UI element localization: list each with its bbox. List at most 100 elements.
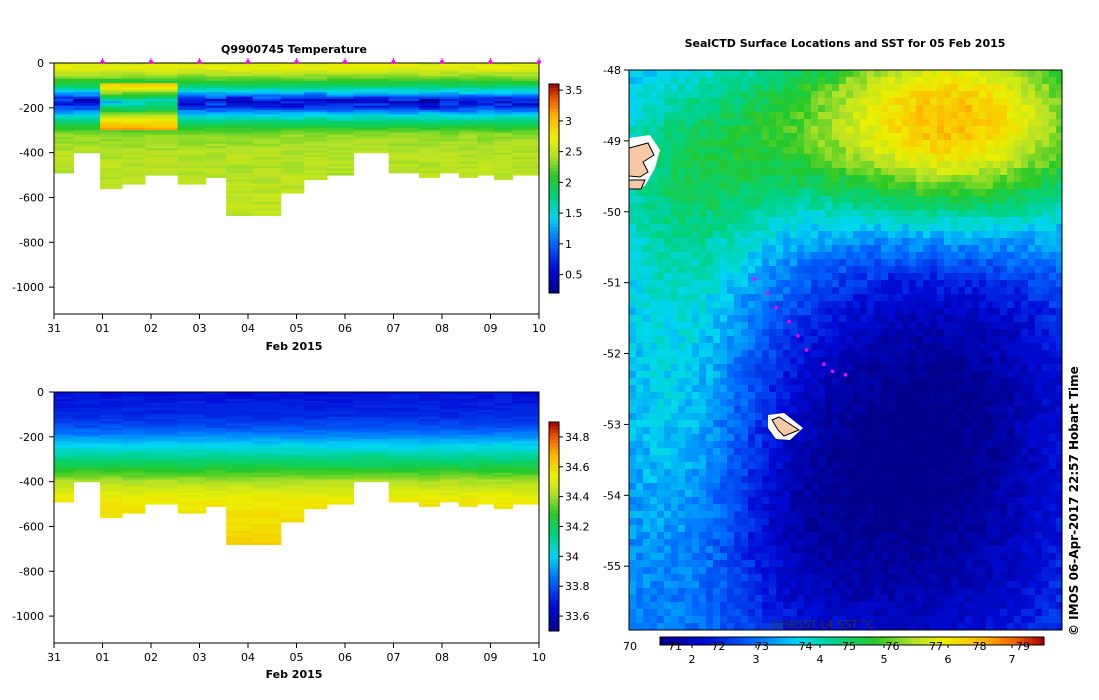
sst-cell — [825, 147, 833, 155]
section-cell — [144, 166, 179, 169]
sst-cell — [657, 259, 665, 267]
colorbar-swatch — [549, 125, 559, 130]
sst-cell — [916, 84, 924, 92]
section-cell — [326, 63, 355, 66]
sst-cell — [769, 154, 777, 162]
sst-cell — [783, 252, 791, 260]
sst-cell — [629, 301, 637, 309]
sst-cell — [811, 294, 819, 302]
section-cell — [303, 132, 328, 136]
sst-cell — [811, 168, 819, 176]
temperature-xlabel: Feb 2015 — [266, 340, 323, 353]
section-cell — [326, 392, 355, 395]
sst-cell — [1021, 273, 1029, 281]
section-cell — [459, 67, 478, 71]
sst-cell — [853, 266, 861, 274]
sst-cell — [1021, 147, 1029, 155]
section-cell — [205, 110, 227, 113]
sst-cell — [1049, 301, 1057, 309]
sst-cell — [874, 154, 882, 162]
sst-cell — [629, 231, 637, 239]
section-cell — [512, 436, 539, 440]
section-cell — [252, 121, 282, 125]
sst-cell — [979, 70, 987, 78]
section-cell — [100, 477, 123, 480]
section-cell — [512, 434, 539, 438]
section-cell — [226, 528, 254, 532]
sst-cell — [1007, 84, 1015, 92]
section-cell — [54, 72, 74, 75]
section-cell — [512, 403, 539, 406]
sst-cell — [1035, 294, 1043, 302]
sst-cell — [1014, 126, 1022, 134]
section-cell — [303, 499, 328, 503]
sst-cell — [734, 266, 742, 274]
section-cell — [477, 409, 495, 413]
sst-cell — [832, 364, 840, 372]
sst-cell — [692, 154, 700, 162]
section-cell — [100, 163, 123, 167]
sst-cell — [755, 175, 763, 183]
sst-cell — [1042, 336, 1050, 344]
section-cell — [494, 98, 513, 102]
sst-cell — [755, 112, 763, 120]
section-cell — [459, 497, 478, 501]
section-cell — [121, 427, 146, 431]
sst-cell — [1042, 308, 1050, 316]
section-cell — [280, 76, 305, 80]
sst-cell — [713, 133, 721, 141]
section-cell — [54, 470, 74, 474]
sst-cell — [804, 315, 812, 323]
sst-cell — [720, 273, 728, 281]
section-cell — [144, 128, 179, 131]
sst-cell — [1056, 91, 1062, 99]
section-cell — [477, 398, 495, 402]
section-cell — [252, 125, 282, 129]
sst-cell — [650, 133, 658, 141]
sst-cell — [804, 231, 812, 239]
section-cell — [459, 161, 478, 165]
section-cell — [144, 427, 179, 431]
sst-cell — [1035, 70, 1043, 78]
sst-cell — [860, 154, 868, 162]
sst-cell — [1056, 133, 1062, 141]
section-cell — [494, 94, 513, 98]
section-cell — [388, 94, 420, 98]
section-cell — [439, 477, 460, 480]
sst-cell — [790, 133, 798, 141]
sst-cell — [867, 245, 875, 253]
sst-cell — [699, 357, 707, 365]
sst-cell — [797, 196, 805, 204]
section-cell — [419, 141, 441, 145]
section-cell — [121, 141, 146, 145]
sst-cell — [685, 168, 693, 176]
sst-cell — [972, 119, 980, 127]
sst-cell — [825, 357, 833, 365]
sst-cell — [895, 280, 903, 288]
section-cell — [280, 441, 305, 445]
section-cell — [177, 134, 207, 138]
map-title: SealCTD Surface Locations and SST for 05… — [685, 37, 1006, 50]
sst-cell — [888, 224, 896, 232]
sst-cell — [713, 287, 721, 295]
sst-cell — [951, 329, 959, 337]
section-cell — [419, 110, 441, 113]
sst-cell — [902, 112, 910, 120]
section-cell — [252, 137, 282, 140]
sst-cell — [790, 196, 798, 204]
section-cell — [100, 497, 123, 501]
colorbar-swatch — [549, 502, 559, 507]
section-cell — [280, 430, 305, 433]
section-cell — [419, 497, 441, 501]
sst-cell — [727, 259, 735, 267]
section-cell — [494, 488, 513, 492]
sst-cell — [783, 189, 791, 197]
section-cell — [205, 421, 227, 424]
sst-cell — [762, 217, 770, 225]
section-cell — [326, 474, 355, 478]
sst-cell — [664, 189, 672, 197]
colorbar-swatch — [549, 178, 559, 183]
sst-cell — [1042, 301, 1050, 309]
sst-cell — [734, 196, 742, 204]
sst-cell — [699, 112, 707, 120]
